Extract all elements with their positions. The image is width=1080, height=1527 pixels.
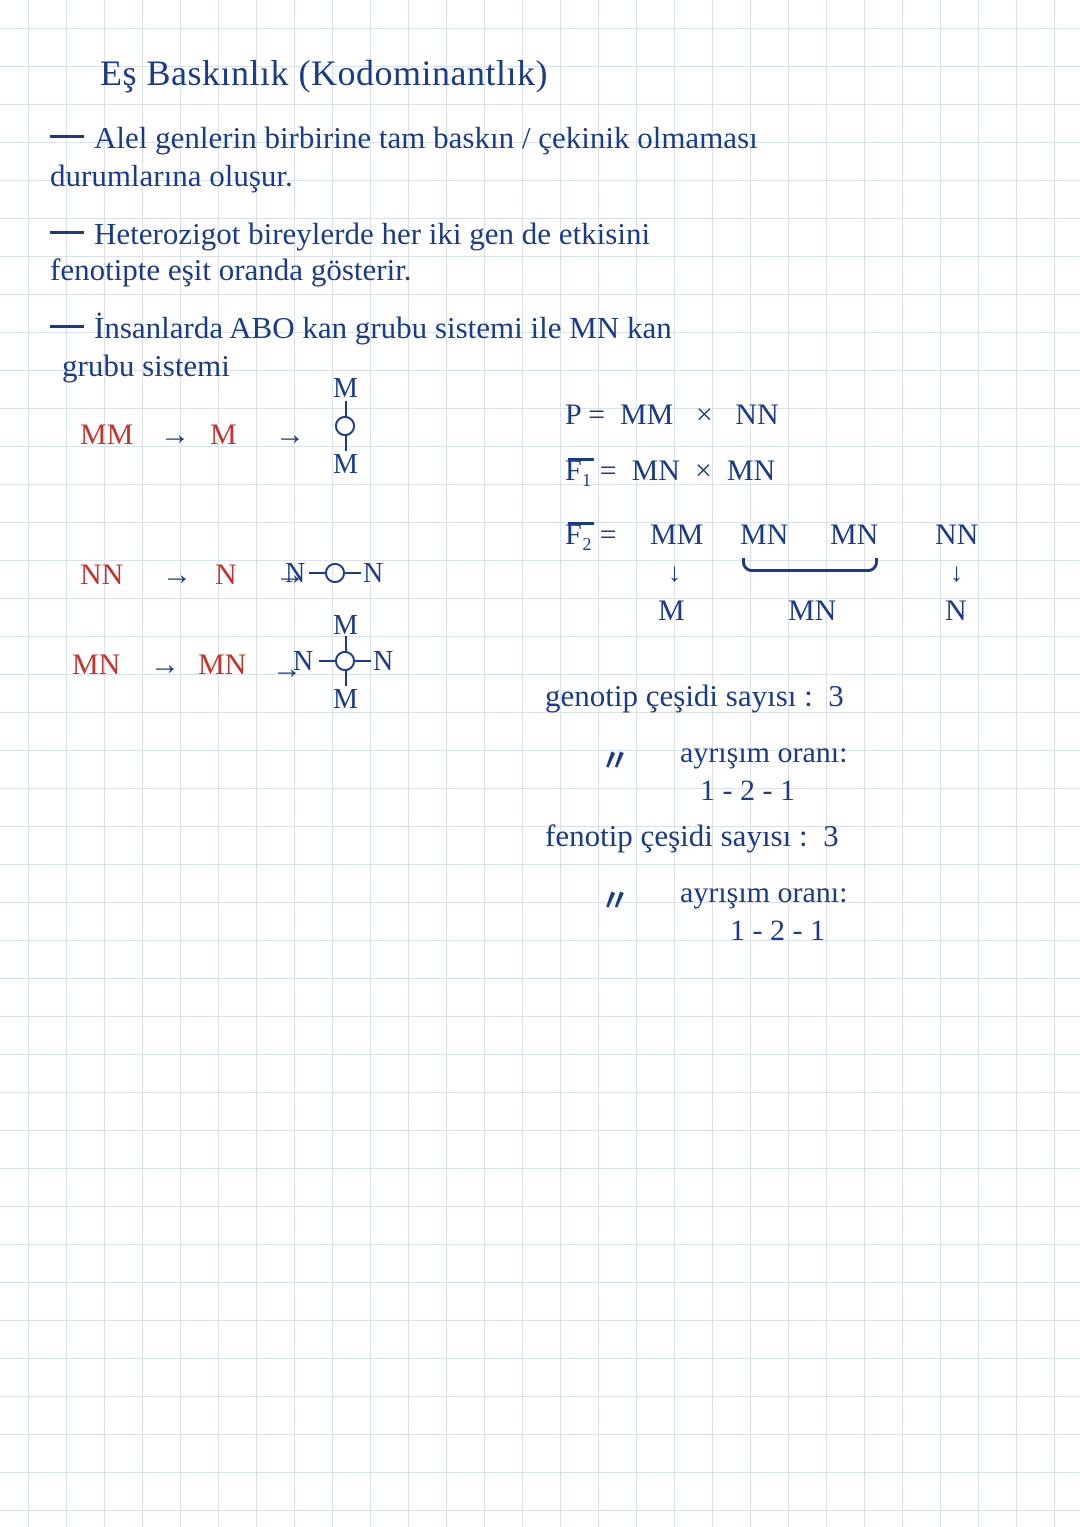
genotype-count-label: genotip çeşidi sayısı :: [545, 678, 813, 713]
mm-bot-label: M: [333, 449, 358, 481]
mm-cell-diagram: M M: [315, 395, 375, 455]
ditto-icon: 〃: [600, 876, 630, 920]
bracket-icon: [742, 558, 878, 572]
arrow-icon: →: [162, 558, 192, 592]
f2-v4: NN: [935, 518, 978, 552]
stem-icon: [355, 660, 371, 662]
bullet-2-line-1: Heterozigot bireylerde her iki gen de et…: [50, 214, 650, 254]
bullet-1-line-2: durumlarına oluşur.: [50, 156, 293, 196]
f2-pheno-1: M: [658, 594, 685, 628]
nn-phenotype: N: [215, 558, 237, 592]
phenotype-count-label: fenotip çeşidi sayısı :: [545, 818, 808, 853]
arrow-icon: →: [150, 648, 180, 682]
phenotype-ratio-label: ayrışım oranı:: [680, 876, 847, 910]
f1-b: MN: [727, 454, 775, 487]
stem-icon: [319, 660, 335, 662]
bullet-3-line-2: grubu sistemi: [62, 346, 230, 386]
circle-icon: [334, 650, 356, 672]
f2-pheno-23: MN: [788, 594, 836, 628]
dash-icon: [50, 231, 84, 234]
f2-v3: MN: [830, 518, 878, 552]
f2-pheno-4: N: [945, 594, 967, 628]
dash-icon: [50, 135, 84, 138]
nn-genotype: NN: [80, 558, 123, 592]
bullet-2-line-2: fenotipte eşit oranda gösterir.: [50, 250, 412, 290]
bullet-1-text-a: Alel genlerin birbirine tam baskın / çek…: [94, 120, 758, 155]
genotype-ratio-label: ayrışım oranı:: [680, 736, 847, 770]
mn-phenotype: MN: [198, 648, 246, 682]
f2-v1: MM: [650, 518, 703, 552]
f1-cross: F₁ = MN × MN: [565, 454, 775, 488]
stem-icon: [345, 572, 361, 574]
bullet-3-line-1: İnsanlarda ABO kan grubu sistemi ile MN …: [50, 308, 672, 348]
phenotype-count-row: fenotip çeşidi sayısı : 3: [545, 818, 839, 854]
phenotype-ratio-value: 1 - 2 - 1: [730, 914, 825, 948]
mm-genotype: MM: [80, 418, 133, 452]
bullet-3-text-a: İnsanlarda ABO kan grubu sistemi ile MN …: [94, 310, 672, 345]
down-arrow-icon: ↓: [950, 558, 963, 588]
mn-right-label: N: [373, 646, 393, 678]
p-parent-a: MM: [620, 398, 673, 431]
arrow-icon: →: [160, 418, 190, 452]
nn-right-label: N: [363, 558, 383, 590]
f2-label: F₂ =: [565, 518, 617, 551]
dash-icon: [50, 325, 84, 328]
mn-bot-label: M: [333, 684, 358, 716]
f1-a: MN: [632, 454, 680, 487]
f2-cross: F₂ =: [565, 518, 617, 552]
genotype-count-value: 3: [828, 678, 844, 713]
down-arrow-icon: ↓: [668, 558, 681, 588]
arrow-icon: →: [275, 418, 305, 452]
mn-cell-diagram: M N N M: [315, 630, 375, 690]
mn-genotype: MN: [72, 648, 120, 682]
nn-left-label: N: [285, 558, 305, 590]
bullet-1-line-1: Alel genlerin birbirine tam baskın / çek…: [50, 118, 758, 158]
cross-icon: ×: [695, 454, 712, 487]
genotype-ratio-value: 1 - 2 - 1: [700, 774, 795, 808]
genotype-count-row: genotip çeşidi sayısı : 3: [545, 678, 844, 714]
stem-icon: [309, 572, 325, 574]
nn-cell-diagram: N N: [305, 542, 365, 602]
phenotype-count-value: 3: [823, 818, 839, 853]
cross-icon: ×: [696, 398, 713, 431]
mm-phenotype: M: [210, 418, 237, 452]
circle-icon: [324, 562, 346, 584]
f1-label: F₁ =: [565, 454, 617, 487]
circle-icon: [334, 415, 356, 437]
bullet-2-text-a: Heterozigot bireylerde her iki gen de et…: [94, 216, 650, 251]
page: Eş Baskınlık (Kodominantlık) Alel genler…: [0, 0, 1080, 1527]
p-cross: P = MM × NN: [565, 398, 779, 432]
ditto-icon: 〃: [600, 736, 630, 780]
p-label: P =: [565, 398, 605, 431]
f2-v2: MN: [740, 518, 788, 552]
page-title: Eş Baskınlık (Kodominantlık): [100, 52, 548, 94]
p-parent-b: NN: [735, 398, 778, 431]
mn-left-label: N: [293, 646, 313, 678]
